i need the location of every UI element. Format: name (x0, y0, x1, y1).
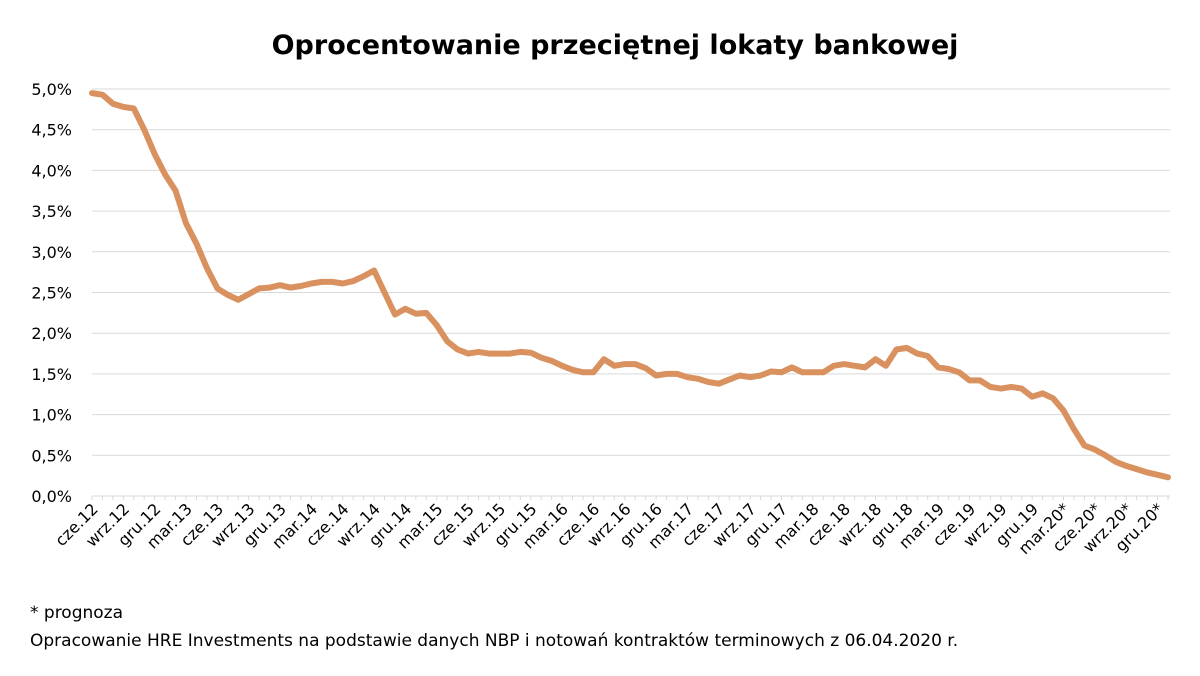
chart-title: Oprocentowanie przeciętnej lokaty bankow… (271, 30, 959, 61)
y-tick-label: 1,5% (31, 365, 72, 384)
line-chart: 0,0% 0,5% 1,0% 1,5% 2,0% 2,5% 3,0% 3,5% 4,0% 4,5%… (31, 80, 1171, 558)
y-tick-label: 4,0% (31, 161, 72, 180)
y-tick-label: 0,0% (31, 487, 72, 506)
series (89, 90, 1171, 481)
y-tick-label: 2,5% (31, 284, 72, 303)
forecast-footnote: * prognoza (30, 603, 124, 623)
y-tick-label: 0,5% (31, 446, 72, 465)
gridlines (92, 88, 1170, 456)
y-axis-ticks: 0,0% 0,5% 1,0% 1,5% 2,0% 2,5% 3,0% 3,5% 4,0% 4,5%… (31, 80, 72, 506)
y-tick-label: 2,0% (31, 324, 72, 343)
y-tick-label: 3,0% (31, 243, 72, 262)
x-axis-ticks: cze.12wrz.12gru.12mar.13cze.13wrz.13gru.… (51, 499, 1167, 558)
source-note: Opracowanie HRE Investments na podstawie… (30, 631, 959, 651)
y-tick-label: 4,5% (31, 121, 72, 140)
x-axis (91, 495, 1170, 500)
series-line (89, 90, 1171, 481)
y-tick-label: 3,5% (31, 202, 72, 221)
y-tick-label: 1,0% (31, 406, 72, 425)
y-tick-label: 5,0% (31, 80, 72, 99)
